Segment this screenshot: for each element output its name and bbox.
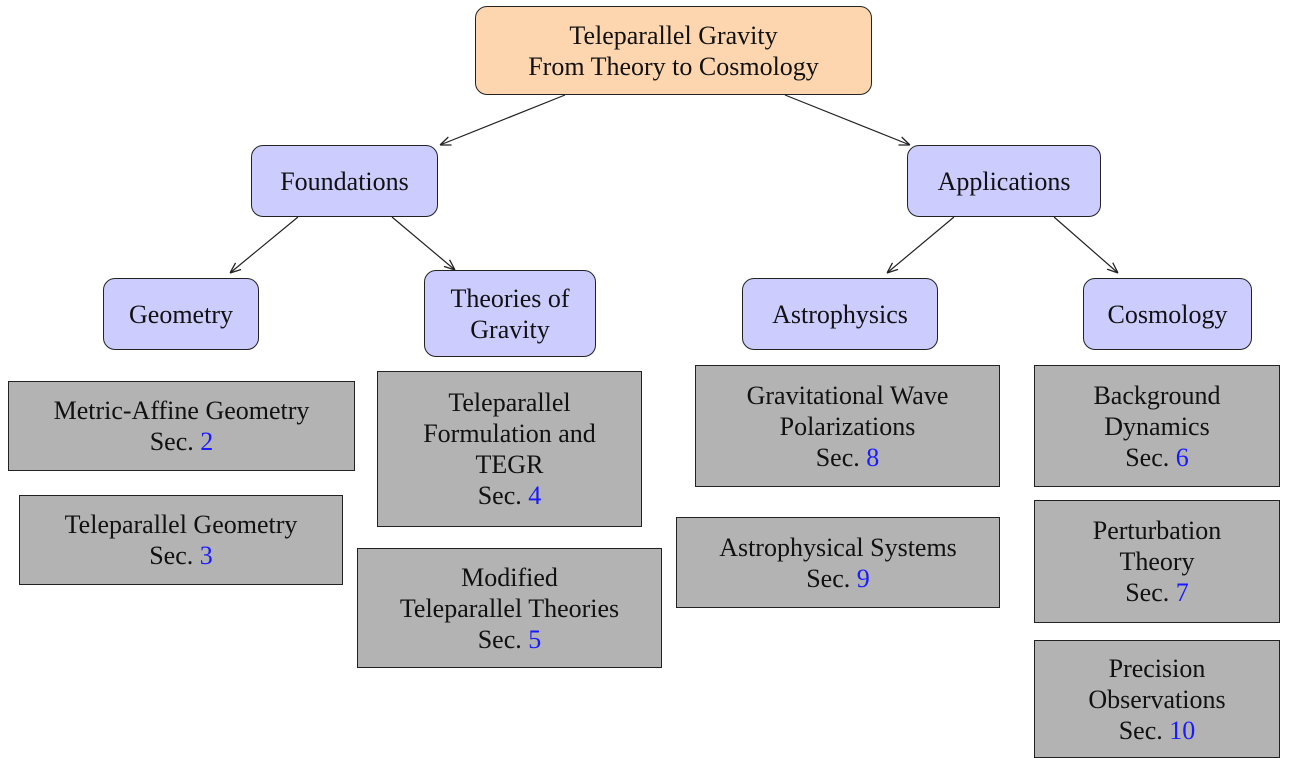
section-label: Sec.: [149, 427, 194, 456]
line: Gravitational Wave: [746, 380, 949, 410]
topic-node: Cosmology: [1083, 278, 1252, 350]
topic-node: Foundations: [251, 145, 438, 217]
arrow: [784, 94, 910, 145]
line: Background: [1093, 380, 1221, 410]
line: Teleparallel: [448, 388, 571, 417]
arrow: [391, 216, 455, 270]
section-label: Sec.: [1125, 442, 1170, 472]
section-ref: Sec. 7: [1125, 577, 1189, 608]
section-box: Astrophysical Systems Sec. 9: [676, 517, 1000, 608]
line: Astrophysics: [772, 299, 908, 329]
section-link[interactable]: 10: [1169, 715, 1196, 745]
section-box: Background Dynamics Sec. 6: [1034, 365, 1280, 487]
section-link[interactable]: 4: [528, 481, 542, 510]
section-box: Metric-Affine Geometry Sec. 2: [8, 381, 355, 471]
line: Foundations: [280, 166, 409, 196]
section-label: Sec.: [815, 442, 860, 472]
line: Cosmology: [1107, 299, 1228, 329]
line: Teleparallel Theories: [399, 593, 620, 623]
section-box: Precision Observations Sec. 10: [1034, 640, 1280, 758]
line: Metric-Affine Geometry: [53, 396, 310, 425]
section-link[interactable]: 2: [200, 427, 214, 456]
section-label: Sec.: [806, 563, 851, 593]
arrow: [230, 216, 299, 273]
topic-node: Astrophysics: [742, 278, 938, 350]
section-link[interactable]: 6: [1175, 442, 1189, 472]
line: Theories of: [450, 283, 570, 313]
section-label: Sec.: [1118, 715, 1163, 745]
line: Dynamics: [1104, 411, 1210, 441]
arrow: [440, 94, 566, 145]
section-ref: Sec. 4: [478, 480, 542, 511]
line: Theory: [1119, 547, 1195, 576]
section-box: Teleparallel Formulation and TEGR Sec. 4: [377, 371, 642, 527]
line: Modified: [461, 562, 558, 592]
section-box: Modified Teleparallel Theories Sec. 5: [357, 548, 662, 668]
section-ref: Sec. 2: [150, 426, 214, 457]
line: Precision: [1108, 653, 1206, 683]
line: From Theory to Cosmology: [528, 51, 819, 81]
section-box: Perturbation Theory Sec. 7: [1034, 500, 1280, 623]
section-link[interactable]: 5: [528, 624, 542, 654]
line: Teleparallel Geometry: [64, 510, 298, 539]
section-ref: Sec. 9: [806, 563, 870, 594]
section-link[interactable]: 7: [1175, 578, 1189, 607]
line: Astrophysical Systems: [719, 532, 957, 562]
section-ref: Sec. 8: [816, 442, 880, 473]
section-box: Gravitational Wave Polarizations Sec. 8: [695, 365, 1000, 487]
line: Formulation and: [423, 419, 596, 448]
root-node: Teleparallel Gravity From Theory to Cosmo…: [475, 6, 872, 95]
line: Gravity: [470, 314, 550, 344]
topic-node: Applications: [907, 145, 1101, 217]
section-ref: Sec. 6: [1125, 442, 1189, 473]
section-link[interactable]: 8: [866, 442, 880, 472]
line: Perturbation: [1092, 516, 1222, 545]
topic-node: Theories of Gravity: [424, 270, 596, 357]
section-label: Sec.: [1125, 578, 1170, 607]
topic-node: Geometry: [103, 278, 259, 350]
section-ref: Sec. 3: [149, 540, 213, 571]
line: TEGR: [475, 450, 544, 479]
line: Observations: [1088, 684, 1226, 714]
line: Geometry: [129, 299, 233, 329]
arrow: [887, 216, 955, 273]
section-link[interactable]: 9: [856, 563, 870, 593]
line: Polarizations: [779, 411, 916, 441]
section-link[interactable]: 3: [199, 541, 213, 570]
arrow: [1053, 216, 1118, 273]
line: Teleparallel Gravity: [569, 20, 778, 50]
section-label: Sec.: [149, 541, 194, 570]
section-label: Sec.: [477, 481, 522, 510]
section-ref: Sec. 10: [1119, 715, 1196, 746]
section-ref: Sec. 5: [478, 624, 542, 655]
section-box: Teleparallel Geometry Sec. 3: [19, 495, 343, 585]
line: Applications: [937, 166, 1071, 196]
section-label: Sec.: [477, 624, 522, 654]
